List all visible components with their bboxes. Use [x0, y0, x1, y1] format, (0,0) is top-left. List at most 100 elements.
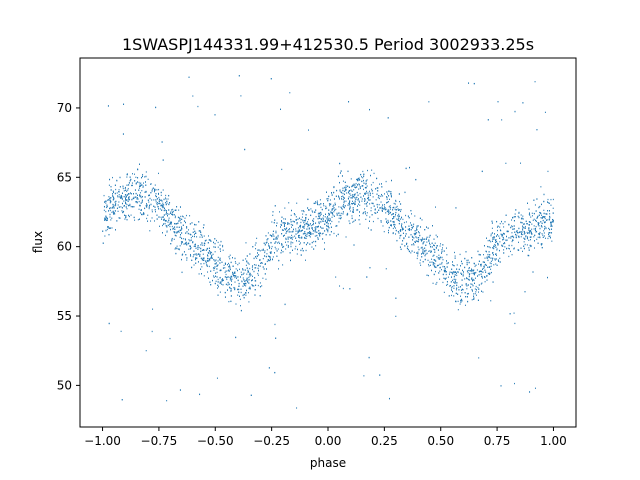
data-point [377, 217, 379, 220]
data-point [416, 252, 418, 254]
data-point [536, 198, 538, 200]
data-point [417, 253, 419, 255]
data-point [213, 241, 214, 244]
data-point [530, 238, 531, 241]
data-point [166, 231, 168, 233]
data-point [289, 92, 291, 94]
data-point [550, 221, 552, 224]
data-point [454, 251, 455, 254]
data-point [312, 228, 314, 230]
data-point [174, 226, 176, 228]
data-point [261, 262, 262, 264]
data-point [346, 213, 348, 215]
data-point [350, 178, 352, 180]
data-point [313, 223, 315, 225]
data-point [332, 214, 334, 216]
data-point [287, 223, 289, 225]
data-point [274, 242, 276, 244]
data-point [215, 263, 217, 265]
data-point [447, 276, 449, 278]
data-point [481, 270, 483, 273]
data-point [234, 275, 236, 277]
data-point [182, 215, 184, 217]
data-point [274, 252, 275, 254]
data-point [246, 261, 248, 263]
data-point [192, 256, 194, 258]
data-point [395, 209, 397, 211]
data-point [433, 238, 435, 240]
data-point [196, 236, 198, 238]
data-point [105, 229, 107, 232]
data-point [384, 209, 386, 211]
data-point [502, 232, 504, 235]
data-point [357, 177, 359, 180]
data-point [496, 264, 498, 266]
data-point [357, 179, 359, 182]
data-point [283, 229, 285, 231]
data-point [201, 236, 203, 238]
data-point [368, 190, 370, 192]
data-point [342, 205, 344, 207]
data-point [129, 176, 131, 178]
data-point [515, 236, 517, 238]
data-point [352, 202, 354, 204]
data-point [490, 262, 492, 265]
data-point [457, 293, 459, 295]
data-point [108, 233, 110, 236]
data-point [286, 227, 288, 229]
data-point [203, 262, 205, 265]
data-point [436, 264, 438, 267]
data-point [314, 229, 316, 231]
data-point [473, 293, 475, 295]
data-point [146, 206, 148, 208]
data-point [388, 190, 390, 193]
data-point [413, 251, 415, 253]
data-point [219, 257, 221, 259]
data-point [296, 253, 298, 255]
data-point [381, 207, 383, 210]
data-point [294, 235, 296, 237]
data-point [348, 220, 350, 222]
data-point [307, 224, 309, 226]
data-point [141, 213, 142, 216]
data-point [402, 227, 404, 229]
data-point [365, 183, 367, 185]
data-point [281, 168, 283, 171]
data-point [139, 163, 140, 165]
data-point [290, 223, 292, 226]
data-point [371, 190, 373, 192]
data-point [200, 244, 202, 246]
data-point [381, 209, 383, 212]
data-point [308, 129, 309, 131]
data-point [285, 222, 286, 224]
data-point [369, 220, 370, 222]
data-point [339, 172, 341, 174]
data-point [163, 209, 165, 212]
data-point [169, 223, 171, 226]
data-point [471, 277, 473, 279]
data-point [528, 208, 530, 210]
data-point [365, 213, 366, 215]
data-point [435, 283, 437, 285]
data-point [530, 236, 532, 238]
data-point [401, 216, 402, 219]
data-point [366, 201, 368, 203]
data-point [245, 294, 247, 296]
data-point [218, 286, 219, 288]
data-point [161, 199, 163, 201]
data-point [388, 229, 389, 232]
data-point [158, 188, 160, 191]
data-point [387, 209, 389, 211]
data-point [181, 271, 183, 274]
data-point [502, 239, 504, 241]
data-point [349, 222, 351, 225]
data-point [159, 208, 161, 210]
data-point [468, 261, 470, 264]
data-point [154, 184, 156, 186]
data-point [113, 197, 115, 199]
data-point [400, 210, 402, 213]
data-point [350, 194, 352, 197]
data-point [219, 291, 221, 293]
data-point [135, 196, 137, 198]
